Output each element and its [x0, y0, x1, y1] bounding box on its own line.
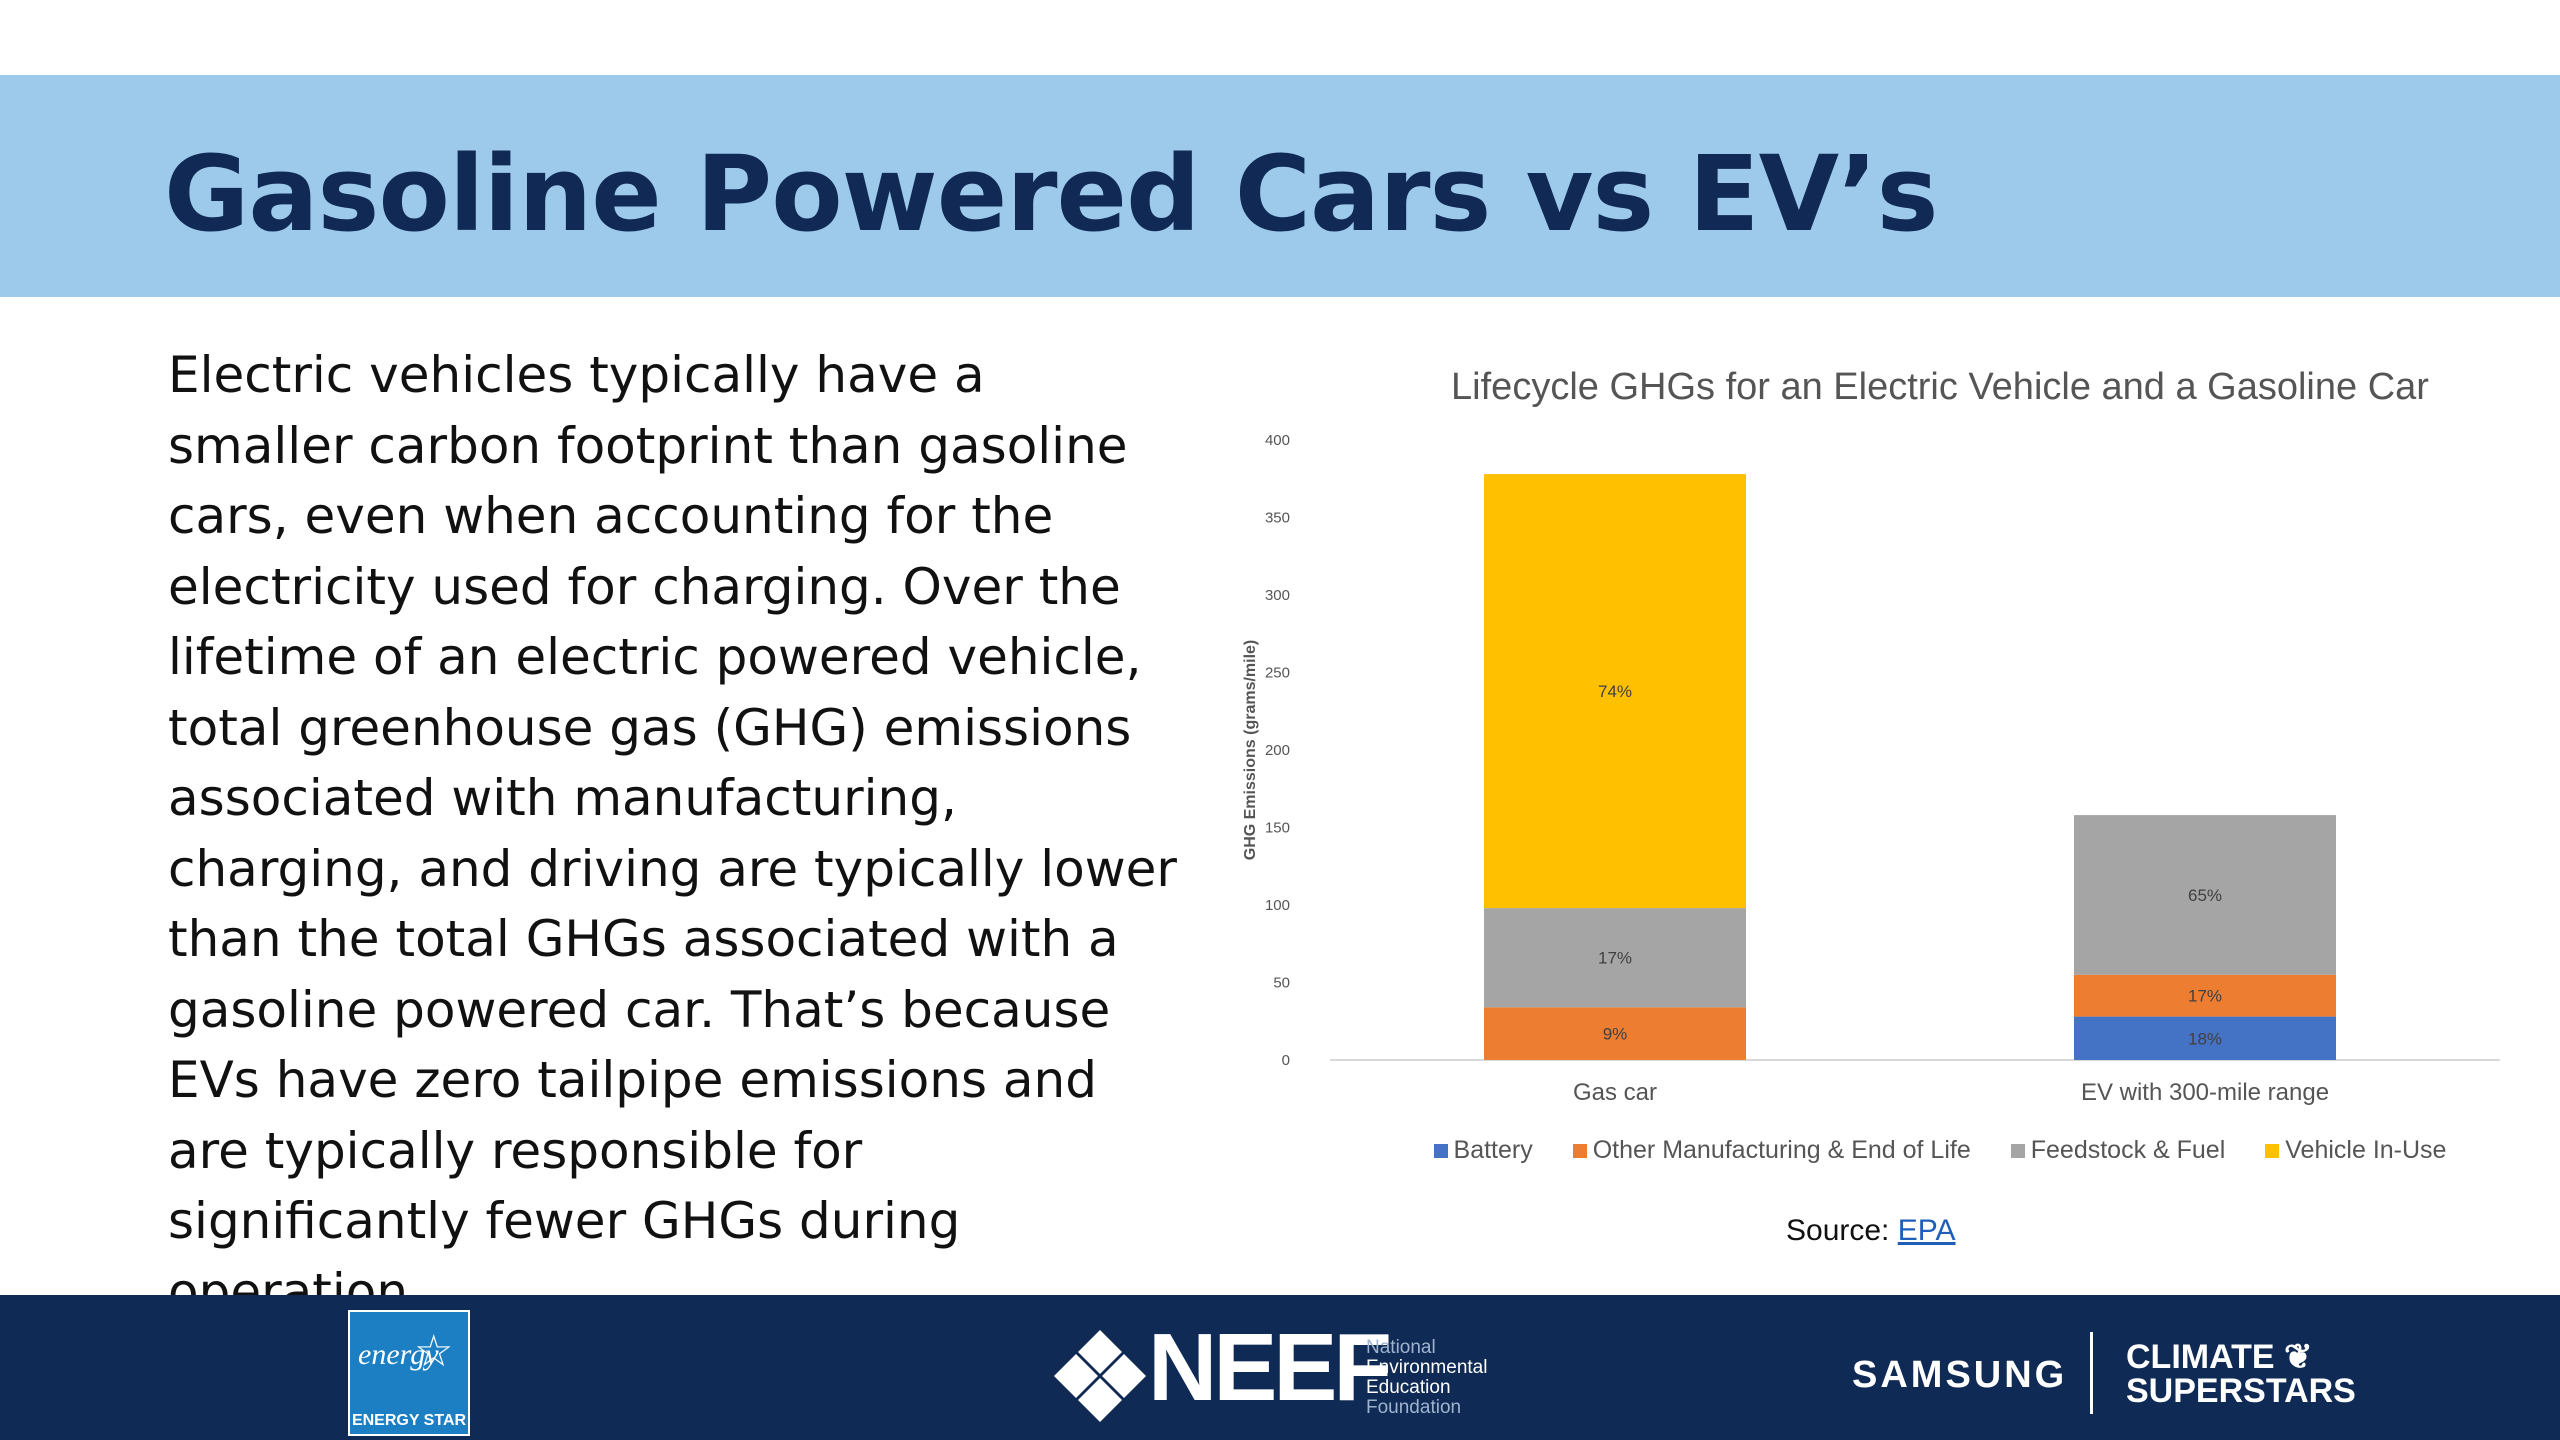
- star-icon: ☆: [414, 1327, 454, 1376]
- leaf-icon: ❦: [2284, 1338, 2313, 1376]
- footer-divider: [2090, 1332, 2093, 1414]
- neef-sub-line: Environmental: [1366, 1357, 1488, 1378]
- slide-title: Gasoline Powered Cars vs EV’s: [164, 133, 1938, 255]
- legend-swatch-other-manufacturing: [1572, 1143, 1587, 1158]
- data-label: 9%: [1603, 1025, 1628, 1044]
- neef-sub-line: Foundation: [1366, 1397, 1462, 1418]
- source-link-epa[interactable]: EPA: [1897, 1214, 1956, 1247]
- legend-item-feedstock-fuel: Feedstock & Fuel: [2010, 1136, 2226, 1165]
- legend-item-other-manufacturing: Other Manufacturing & End of Life: [1572, 1136, 1971, 1165]
- legend-swatch-vehicle-in-use: [2265, 1143, 2280, 1158]
- legend-label-other-manufacturing: Other Manufacturing & End of Life: [1592, 1136, 1971, 1164]
- legend-swatch-battery: [1433, 1143, 1448, 1158]
- y-tick-label: 150: [1265, 820, 1290, 837]
- bar-segment: [1484, 908, 1746, 1008]
- y-tick-label: 400: [1265, 432, 1290, 449]
- data-label: 65%: [2188, 886, 2222, 905]
- stacked-bar-chart: 0 50 100 150 200 250 300 350 400 GHG Emissions (g…: [1242, 432, 2500, 1106]
- bar-segment: [2074, 1016, 2336, 1060]
- legend-item-battery: Battery: [1433, 1136, 1533, 1165]
- samsung-logo: SAMSUNG: [1852, 1354, 2068, 1396]
- climate-line-2: SUPERSTARS: [2126, 1372, 2356, 1410]
- chart-title: Lifecycle GHGs for an Electric Vehicle a…: [1451, 366, 2429, 408]
- climate-line-1: CLIMATE ❦: [2126, 1340, 2356, 1374]
- legend-swatch-feedstock-fuel: [2010, 1143, 2025, 1158]
- data-label: 74%: [1598, 682, 1632, 701]
- neef-sub-line: National: [1366, 1337, 1436, 1358]
- bar-segment: [1484, 474, 1746, 909]
- legend-label-battery: Battery: [1453, 1136, 1533, 1164]
- body-paragraph: Electric vehicles typically have a small…: [168, 346, 1177, 1321]
- neef-full-name: National Environmental Education Foundat…: [1366, 1338, 1487, 1418]
- neef-wordmark: NEEF: [1148, 1314, 1392, 1421]
- data-label: 17%: [2188, 987, 2222, 1006]
- y-tick-label: 50: [1273, 975, 1290, 992]
- bar-segment: [2074, 974, 2336, 1017]
- source-label: Source:: [1786, 1214, 1890, 1247]
- energy-star-logo: energy ☆ ENERGY STAR: [348, 1310, 470, 1436]
- y-tick-label: 0: [1282, 1052, 1290, 1069]
- bar-segment: [2074, 815, 2336, 975]
- climate-superstars-logo: CLIMATE ❦ SUPERSTARS: [2126, 1340, 2356, 1408]
- y-tick-label: 100: [1265, 897, 1290, 914]
- energy-star-label: ENERGY STAR: [351, 1412, 467, 1429]
- neef-sub-line: Education: [1366, 1377, 1451, 1398]
- source-note: Source: EPA: [1786, 1214, 1956, 1248]
- neef-diamond-icon: [1054, 1330, 1146, 1422]
- legend-item-vehicle-in-use: Vehicle In-Use: [2265, 1136, 2446, 1165]
- x-category-label: Gas car: [1573, 1079, 1657, 1106]
- legend-label-feedstock-fuel: Feedstock & Fuel: [2030, 1136, 2226, 1164]
- y-axis-title: GHG Emissions (grams/mile): [1242, 640, 1259, 861]
- energy-star-script: energy: [358, 1338, 439, 1371]
- title-banner: [0, 75, 2560, 297]
- x-category-label: EV with 300-mile range: [2081, 1079, 2329, 1106]
- y-tick-label: 350: [1265, 510, 1290, 527]
- legend-label-vehicle-in-use: Vehicle In-Use: [2285, 1136, 2447, 1164]
- y-tick-label: 300: [1265, 587, 1290, 604]
- y-tick-label: 200: [1265, 742, 1290, 759]
- bar-segment: [1484, 1007, 1746, 1060]
- data-label: 17%: [1598, 949, 1632, 968]
- y-tick-label: 250: [1265, 665, 1290, 682]
- climate-word: CLIMATE: [2126, 1338, 2275, 1376]
- data-label: 18%: [2188, 1029, 2222, 1048]
- chart-legend: Battery Other Manufacturing & End of Lif…: [1433, 1136, 2446, 1165]
